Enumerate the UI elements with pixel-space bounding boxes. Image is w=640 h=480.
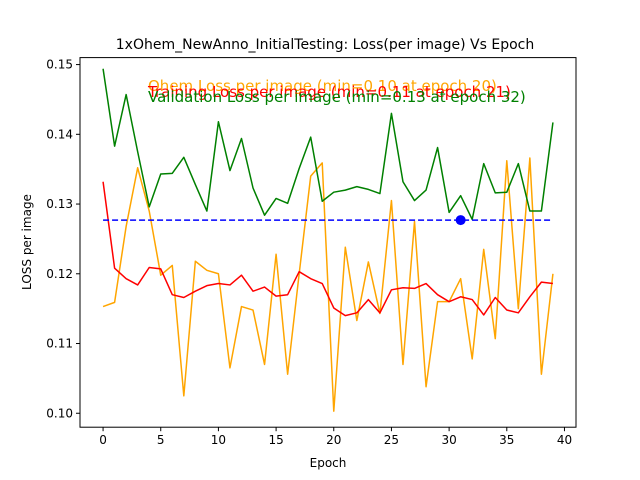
legend-training: Training Loss per image (min=0.11 at epo… — [147, 83, 511, 101]
y-axis-ticks: 0.10 0.11 0.12 0.13 0.14 0.15 — [46, 58, 80, 420]
x-tick-label: 0 — [99, 433, 107, 447]
series-line-2 — [102, 68, 554, 221]
series-line-1 — [102, 181, 554, 317]
x-axis-label: Epoch — [310, 456, 347, 470]
y-tick-label: 0.11 — [46, 337, 73, 351]
series-line-0 — [102, 157, 554, 412]
y-tick-label: 0.14 — [46, 127, 73, 141]
x-tick-label: 10 — [211, 433, 226, 447]
x-tick-label: 40 — [557, 433, 572, 447]
x-tick-label: 15 — [268, 433, 283, 447]
y-tick-label: 0.12 — [46, 267, 73, 281]
x-tick-label: 30 — [441, 433, 456, 447]
x-tick-label: 20 — [326, 433, 341, 447]
plot-area — [102, 68, 554, 412]
legend-ohem: Ohem Loss per image (min=0.10 at epoch 2… — [148, 77, 497, 95]
y-tick-label: 0.13 — [46, 197, 73, 211]
min-marker-point — [455, 215, 466, 226]
x-tick-label: 5 — [157, 433, 165, 447]
x-axis-ticks: 0 5 10 15 20 25 30 35 40 — [99, 427, 572, 447]
chart-title: 1xOhem_NewAnno_InitialTesting: Loss(per … — [116, 37, 534, 53]
legend-validation: Validation Loss per image (min=0.13 at e… — [148, 88, 526, 106]
y-axis-label: LOSS per image — [20, 194, 34, 290]
y-tick-label: 0.10 — [46, 406, 73, 420]
x-tick-label: 35 — [499, 433, 514, 447]
y-tick-label: 0.15 — [46, 58, 73, 72]
plot-frame — [79, 57, 577, 428]
x-tick-label: 25 — [384, 433, 399, 447]
